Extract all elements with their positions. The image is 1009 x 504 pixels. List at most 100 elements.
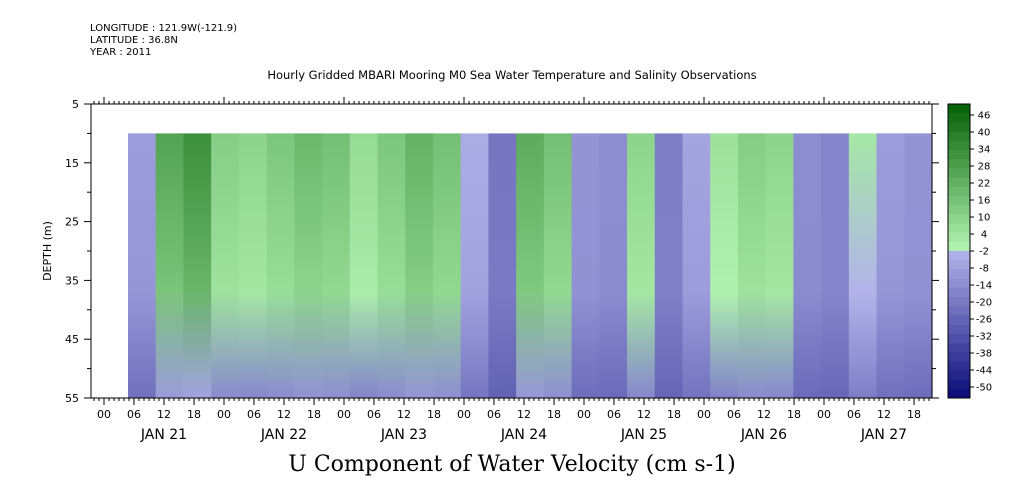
colorbar-bin [948,333,970,344]
colorbar-bin [948,195,970,206]
colorbar-bin [948,287,970,298]
heatmap-column [349,133,379,398]
colorbar-bin [948,361,970,371]
colorbar-bin [948,232,970,243]
y-tick-label: 45 [65,333,79,346]
colorbar-bin [948,168,970,178]
colorbar-label: 46 [978,111,991,122]
day-label: JAN 26 [740,427,787,443]
day-label: JAN 27 [860,427,907,443]
colorbar-bin [948,205,970,215]
colorbar-bin [948,159,970,169]
colorbar-label: -20 [976,298,992,309]
x-tick-label: 06 [607,408,621,421]
heatmap-column [543,133,573,398]
x-tick-label: 18 [667,408,681,421]
colorbar-label: -38 [976,349,992,360]
heatmap-column [488,133,517,398]
heatmap-column [848,133,878,398]
day-label: JAN 25 [620,427,667,443]
colorbar-label: 10 [978,213,991,224]
latitude-label: LATITUDE : 36.8N [90,35,178,46]
heatmap-column [128,133,157,398]
y-tick-label: 15 [65,157,79,170]
y-tick-label: 35 [65,274,79,287]
x-tick-label: 00 [337,408,351,421]
x-tick-label: 12 [397,408,411,421]
colorbar-bin [948,186,970,197]
colorbar-bin [948,306,970,316]
colorbar-bin [948,140,970,151]
colorbar-bin [948,251,970,261]
x-tick-label: 00 [577,408,591,421]
x-tick-label: 12 [877,408,891,421]
colorbar-label: -8 [979,264,989,275]
colorbar-bin [948,278,970,289]
x-tick-label: 06 [487,408,501,421]
x-tick-label: 18 [307,408,321,421]
colorbar-bin [948,388,970,399]
heatmap-column [405,133,434,398]
colorbar-label: -32 [976,332,992,343]
x-tick-label: 18 [907,408,921,421]
colorbar-bin [948,269,970,279]
x-tick-label: 00 [457,408,471,421]
metadata-block: LONGITUDE : 121.9W(-121.9) LATITUDE : 36… [90,23,237,59]
day-label: JAN 22 [260,427,307,443]
x-tick-label: 00 [217,408,231,421]
heatmap-column [432,133,462,398]
colorbar-bin [948,149,970,160]
colorbar-bin [948,223,970,234]
colorbar-bin [948,131,970,142]
x-tick-label: 00 [697,408,711,421]
heatmap-column [737,133,767,398]
x-tick-label: 06 [127,408,141,421]
heatmap-column [710,133,739,398]
y-tick-label: 25 [65,216,79,229]
x-tick-label: 00 [97,408,111,421]
colorbar-label: -2 [979,247,989,258]
colorbar-bin [948,104,970,114]
x-tick-label: 12 [637,408,651,421]
colorbar-label: 40 [978,128,991,139]
colorbar-label: 34 [978,145,991,156]
heatmap-column [793,133,822,398]
colorbar-label: 28 [978,162,991,173]
plot-title: Hourly Gridded MBARI Mooring M0 Sea Wate… [267,68,757,82]
x-tick-label: 18 [547,408,561,421]
x-tick-label: 00 [817,408,831,421]
chart-title: U Component of Water Velocity (cm s-1) [288,452,736,477]
colorbar-bin [948,214,970,224]
heatmap-column [682,133,711,398]
heatmap-column [627,133,656,398]
colorbar-label: 16 [978,196,991,207]
heatmap-column [876,133,905,398]
colorbar-bin [948,379,970,390]
colorbar-label: -26 [976,315,992,326]
colorbar-bin [948,342,970,353]
day-label: JAN 21 [140,427,187,443]
x-tick-label: 06 [367,408,381,421]
heatmap-column [377,133,406,398]
colorbar-bin [948,177,970,188]
heatmap-column [238,133,268,398]
colorbar-bin [948,352,970,362]
heatmap-column [821,133,850,398]
heatmap-column [904,133,933,398]
x-tick-label: 12 [157,408,171,421]
heatmap-column [155,133,185,398]
y-tick-label: 55 [65,392,79,405]
colorbar-label: 22 [978,179,991,190]
heatmap-column [211,133,240,398]
x-tick-label: 06 [727,408,741,421]
day-label: JAN 24 [500,427,547,443]
heatmap-column [322,133,351,398]
x-tick-label: 06 [847,408,861,421]
x-tick-label: 18 [427,408,441,421]
heatmap-column [183,133,212,398]
heatmap-column [266,133,295,398]
colorbar-bin [948,370,970,381]
x-tick-label: 12 [517,408,531,421]
heatmap-column [599,133,628,398]
